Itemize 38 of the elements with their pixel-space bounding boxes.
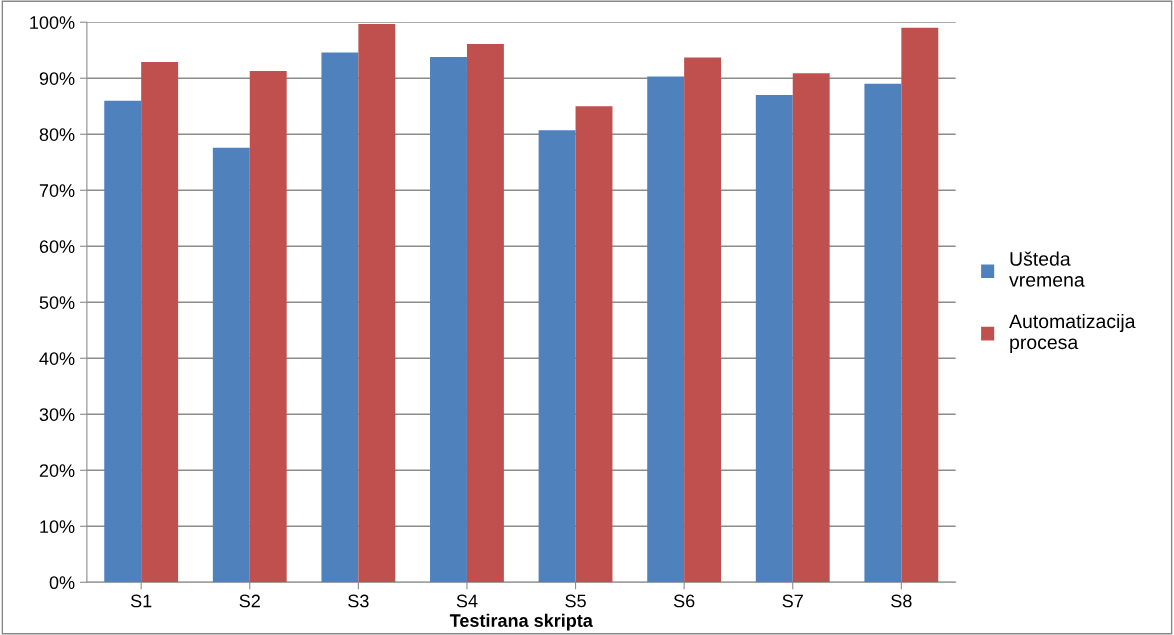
- bar: [212, 147, 250, 583]
- y-tick-label: 20%: [39, 464, 75, 477]
- y-tick-label: 60%: [39, 240, 75, 253]
- x-axis-title: Testirana skripta: [449, 613, 593, 631]
- bar: [321, 52, 359, 583]
- bar: [466, 44, 504, 583]
- bar: [575, 106, 613, 583]
- bar: [792, 73, 830, 583]
- x-tick-label: S7: [782, 594, 803, 608]
- bar: [538, 130, 576, 583]
- x-tick-label: S3: [348, 594, 369, 608]
- x-tick-label: S6: [673, 594, 695, 608]
- bar: [684, 57, 722, 583]
- bar: [755, 95, 793, 583]
- y-tick-label: 10%: [40, 520, 75, 534]
- legend-label: Automatizacija procesa: [1009, 313, 1136, 353]
- bar: [647, 76, 685, 583]
- y-tick-label: 70%: [39, 184, 75, 197]
- y-tick-label: 90%: [39, 72, 75, 85]
- y-tick-label: 30%: [39, 408, 75, 421]
- bar: [104, 100, 142, 583]
- x-tick-label: S4: [456, 594, 478, 608]
- x-tick-label: S1: [130, 594, 152, 608]
- bar: [901, 27, 939, 583]
- y-tick-label: 80%: [39, 128, 75, 141]
- bar: [358, 23, 396, 583]
- legend-label: Ušteda vremena: [1009, 251, 1085, 287]
- y-tick-label: 0%: [49, 576, 75, 590]
- bar: [430, 56, 467, 583]
- bar: [864, 83, 902, 583]
- bar: [141, 61, 179, 583]
- y-tick-label: 50%: [39, 296, 75, 309]
- x-tick-label: S5: [565, 594, 586, 608]
- y-tick-label: 40%: [39, 352, 75, 365]
- y-tick-label: 100%: [30, 16, 75, 29]
- x-tick-label: S2: [239, 594, 260, 608]
- x-tick-label: S8: [891, 594, 912, 608]
- bar: [249, 70, 287, 583]
